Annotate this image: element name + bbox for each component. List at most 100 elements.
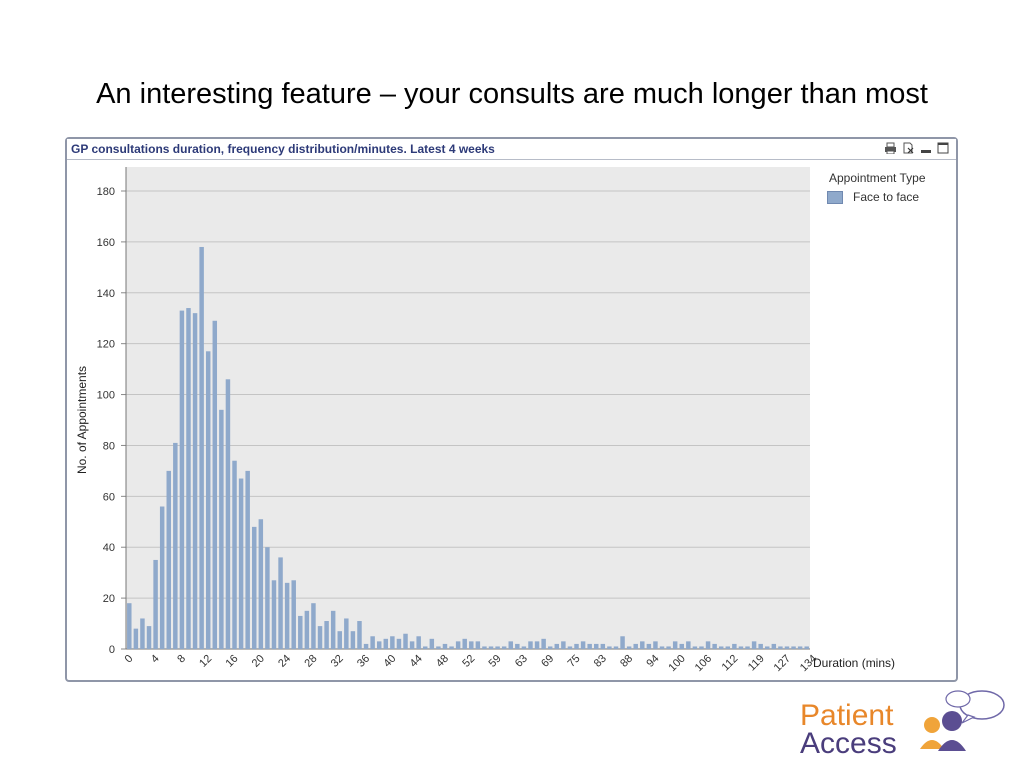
bar [232, 460, 237, 649]
bar [455, 641, 461, 649]
bar [778, 646, 783, 649]
y-tick-label: 100 [97, 390, 115, 402]
x-tick-label: 48 [434, 653, 451, 670]
export-excel-icon[interactable] [902, 142, 915, 154]
bar [646, 643, 652, 649]
bar [679, 643, 684, 649]
panel-caption-bar: GP consultations duration, frequency dis… [67, 139, 956, 160]
bar [587, 643, 592, 649]
bar [567, 646, 573, 649]
bar [666, 646, 671, 649]
bar [344, 618, 349, 649]
bar [271, 580, 277, 649]
bar [186, 308, 191, 649]
bar [436, 646, 441, 649]
bar [692, 646, 698, 649]
minimize-icon[interactable] [920, 142, 933, 154]
bar [488, 646, 494, 649]
bar [219, 409, 224, 649]
y-tick-label: 40 [103, 542, 115, 554]
legend-swatch-face-to-face [827, 191, 843, 204]
bar [705, 641, 711, 649]
bar [482, 646, 487, 649]
bar [166, 470, 171, 649]
bar [357, 621, 362, 649]
x-tick-label: 12 [197, 653, 214, 670]
legend-label-face-to-face: Face to face [853, 190, 920, 204]
bar [745, 646, 750, 649]
x-tick-label: 106 [693, 653, 714, 674]
x-tick-label: 16 [223, 653, 240, 670]
bar [653, 641, 658, 649]
logo-word-access: Access [800, 727, 897, 760]
bar [758, 643, 763, 649]
y-tick-label: 60 [103, 491, 115, 503]
bar [317, 626, 323, 649]
bar [153, 559, 158, 649]
bar [725, 646, 731, 649]
bar [278, 557, 283, 649]
bar [265, 547, 270, 649]
bar [376, 641, 382, 649]
y-tick-label: 0 [109, 644, 115, 656]
bar [449, 646, 454, 649]
bar [337, 631, 342, 649]
bar [179, 310, 185, 649]
x-tick-label: 112 [720, 653, 741, 674]
bar [797, 646, 803, 649]
bar [712, 643, 717, 649]
x-tick-label: 119 [746, 653, 767, 674]
chart-panel: GP consultations duration, frequency dis… [65, 137, 958, 682]
chart-title: GP consultations duration, frequency dis… [71, 142, 495, 156]
bar [199, 246, 204, 649]
bar [252, 526, 257, 649]
bar [159, 506, 165, 649]
bar [225, 379, 231, 649]
bar [390, 636, 395, 649]
x-tick-label: 0 [123, 653, 136, 666]
bar [304, 610, 310, 649]
y-tick-label: 120 [97, 339, 115, 351]
bar [515, 643, 520, 649]
x-tick-label: 88 [618, 653, 635, 670]
print-icon[interactable] [884, 142, 897, 154]
bar [423, 646, 428, 649]
bar [462, 638, 467, 649]
x-tick-label: 28 [302, 653, 319, 670]
patient-access-logo: Patient Access [800, 685, 1010, 760]
bar [205, 351, 211, 649]
x-tick-label: 20 [250, 653, 267, 670]
bar [613, 646, 619, 649]
bar [258, 519, 264, 649]
bar [146, 626, 152, 649]
y-tick-label: 80 [103, 440, 115, 452]
bar [804, 646, 809, 649]
bar [311, 603, 316, 649]
bar [732, 643, 737, 649]
y-axis-title: No. of Appointments [75, 366, 89, 474]
legend-title: Appointment Type [829, 171, 926, 185]
x-tick-label: 52 [460, 653, 477, 670]
bar [547, 646, 553, 649]
bar [554, 643, 560, 649]
bar [751, 641, 757, 649]
x-tick-label: 44 [408, 653, 425, 670]
bar [594, 643, 599, 649]
bar [383, 638, 389, 649]
x-tick-label: 59 [487, 653, 504, 670]
y-tick-label: 160 [97, 237, 115, 249]
logo-people-icon [920, 690, 1005, 751]
maximize-icon[interactable] [937, 142, 950, 154]
bar [140, 618, 145, 649]
x-tick-label: 83 [592, 653, 609, 670]
y-tick-label: 140 [97, 288, 115, 300]
bar [620, 636, 625, 649]
bar [541, 638, 546, 649]
bar [324, 621, 329, 649]
x-tick-label: 63 [513, 653, 530, 670]
bar [212, 320, 218, 649]
bar [607, 646, 612, 649]
x-tick-label: 69 [539, 653, 556, 670]
bar [771, 643, 777, 649]
